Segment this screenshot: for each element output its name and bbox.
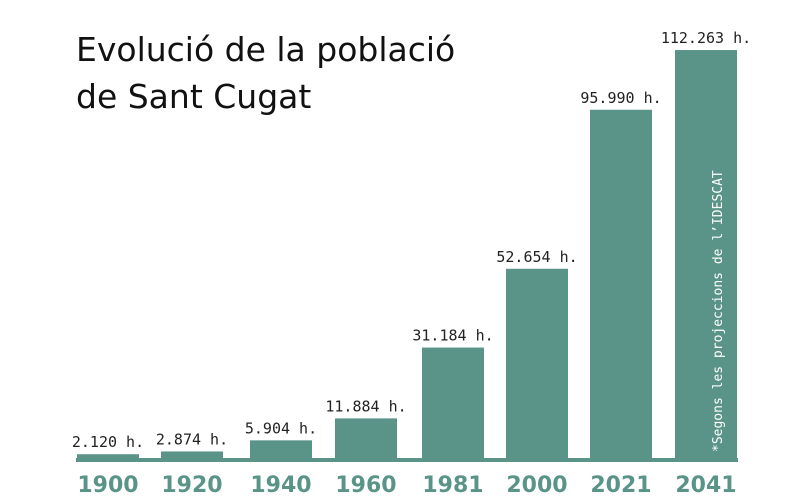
category-label-1900: 1900 [77,473,138,498]
chart-title-line-1: Evolució de la població [76,30,455,69]
value-labels-group: 2.120 h. 2.874 h. 5.904 h. 11.884 h. 31.184 … [72,29,751,451]
category-label-2021: 2021 [590,473,651,498]
category-label-1940: 1940 [250,473,311,498]
bar-2021 [590,109,652,463]
bar-1960 [335,418,397,462]
value-label-2021: 95.990 h. [580,89,661,107]
bar-2000 [506,268,568,462]
bar-1981 [422,347,484,462]
bar-1900 [77,454,139,462]
category-label-2041: 2041 [675,473,736,498]
value-label-1981: 31.184 h. [412,327,493,345]
bar-1920 [161,451,223,462]
bars-group [77,50,737,463]
chart-title-line-2: de Sant Cugat [76,77,311,116]
category-label-1920: 1920 [161,473,222,498]
bar-2041 [675,50,737,462]
chart-baseline [76,458,738,462]
value-label-2000: 52.654 h. [496,248,577,266]
value-label-1940: 5.904 h. [245,419,317,437]
value-label-1900: 2.120 h. [72,433,144,451]
value-label-1920: 2.874 h. [156,430,228,448]
value-label-2041: 112.263 h. [661,29,751,47]
category-label-1981: 1981 [422,473,483,498]
category-labels-group: 1900 1920 1940 1960 1981 2000 2021 2041 [77,473,736,498]
bar-1940 [250,440,312,462]
value-label-1960: 11.884 h. [325,397,406,415]
category-label-2000: 2000 [506,473,567,498]
category-label-1960: 1960 [335,473,396,498]
source-annotation: *Segons les projeccions de l’IDESCAT [711,170,726,452]
